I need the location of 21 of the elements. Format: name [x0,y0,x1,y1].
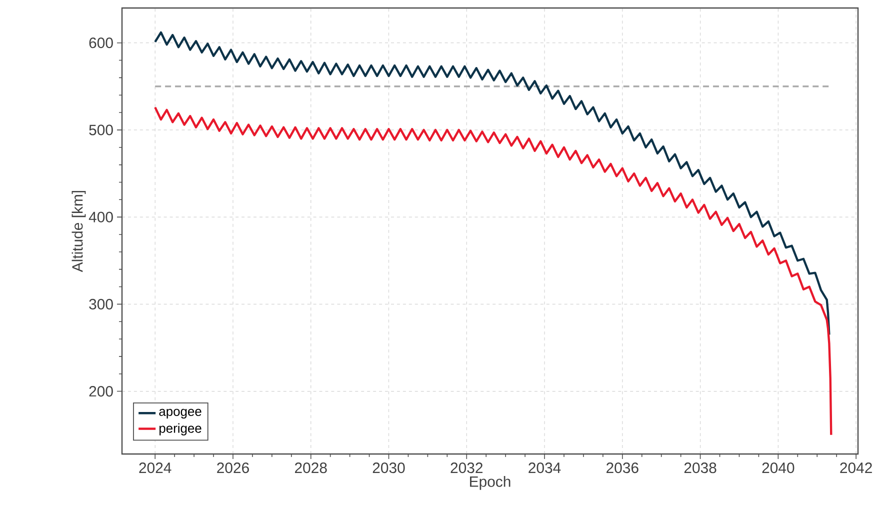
legend-label: perigee [159,423,202,436]
x-tick-label: 2024 [139,462,172,474]
legend-label: apogee [159,408,202,419]
x-tick-label: 2026 [217,462,249,474]
y-axis-title: Altitude [km] [72,190,86,272]
line-series [154,31,830,336]
y-tick-label: 300 [89,298,113,310]
x-tick-label: 2032 [450,462,483,474]
line-series [154,106,832,436]
y-tick-label: 500 [89,124,113,136]
x-tick-label: 2040 [762,462,794,474]
x-tick-label: 2034 [528,462,561,474]
x-tick-label: 2030 [372,462,405,474]
x-tick-label: 2042 [840,462,872,474]
y-tick-label: 400 [88,212,113,222]
x-tick-label: 2038 [684,462,716,474]
x-tick-label: 2036 [606,462,638,474]
x-tick-label: 2028 [295,462,327,474]
y-tick-label: 200 [89,386,113,397]
x-axis-title: Epoch [470,476,510,490]
y-tick-label: 600 [89,38,113,48]
